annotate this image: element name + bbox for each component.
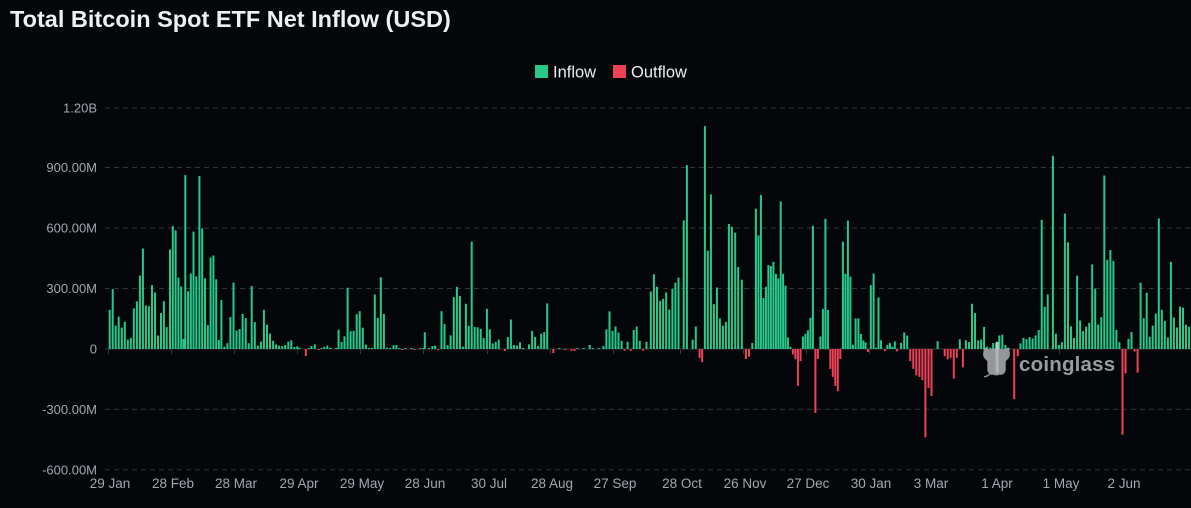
svg-text:29 Apr: 29 Apr bbox=[279, 476, 319, 491]
svg-text:28 Oct: 28 Oct bbox=[662, 476, 702, 491]
svg-text:27 Sep: 27 Sep bbox=[594, 476, 637, 491]
svg-text:Total Bitcoin Spot ETF Net Inf: Total Bitcoin Spot ETF Net Inflow (USD) bbox=[10, 6, 451, 32]
svg-text:3 Mar: 3 Mar bbox=[914, 476, 949, 491]
svg-text:29 Jan: 29 Jan bbox=[90, 476, 131, 491]
svg-text:29 May: 29 May bbox=[340, 476, 385, 491]
svg-text:28 Mar: 28 Mar bbox=[215, 476, 258, 491]
svg-text:-600.00M: -600.00M bbox=[42, 462, 97, 477]
svg-text:26 Nov: 26 Nov bbox=[724, 476, 767, 491]
svg-text:30 Jan: 30 Jan bbox=[851, 476, 892, 491]
svg-text:28 Jun: 28 Jun bbox=[405, 476, 446, 491]
svg-text:Outflow: Outflow bbox=[631, 64, 687, 82]
svg-text:1.20B: 1.20B bbox=[63, 101, 97, 116]
svg-text:27 Dec: 27 Dec bbox=[787, 476, 830, 491]
svg-text:300.00M: 300.00M bbox=[46, 281, 97, 296]
svg-text:1 May: 1 May bbox=[1043, 476, 1080, 491]
svg-text:1 Apr: 1 Apr bbox=[981, 476, 1013, 491]
svg-text:28 Aug: 28 Aug bbox=[531, 476, 573, 491]
svg-text:coinglass: coinglass bbox=[1019, 353, 1115, 376]
svg-text:28 Feb: 28 Feb bbox=[152, 476, 194, 491]
svg-text:0: 0 bbox=[90, 342, 97, 357]
svg-text:2 Jun: 2 Jun bbox=[1107, 476, 1140, 491]
svg-text:900.00M: 900.00M bbox=[46, 160, 97, 175]
svg-text:-300.00M: -300.00M bbox=[42, 402, 97, 417]
svg-text:30 Jul: 30 Jul bbox=[471, 476, 507, 491]
svg-text:Inflow: Inflow bbox=[553, 64, 596, 82]
svg-text:600.00M: 600.00M bbox=[46, 221, 97, 236]
